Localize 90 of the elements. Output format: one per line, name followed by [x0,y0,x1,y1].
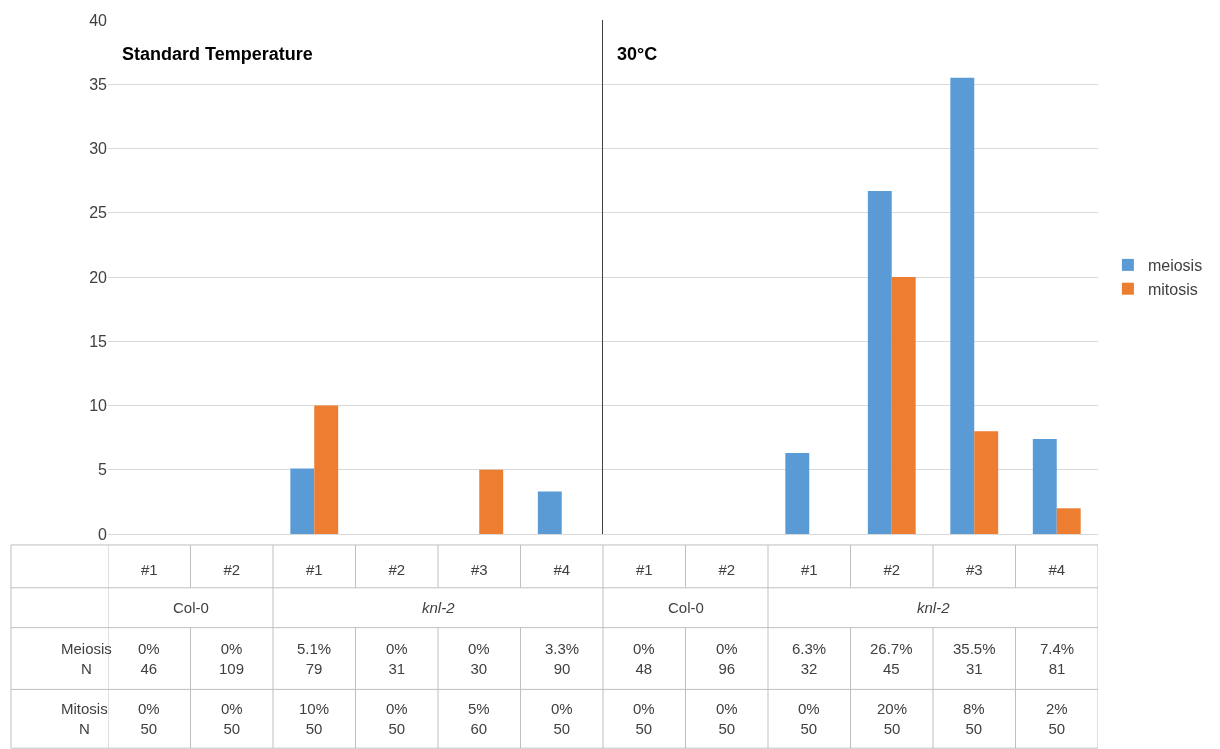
y-tick-label: 25 [89,204,108,222]
data-label: 2% [1046,700,1068,717]
data-label: 0% [221,700,243,717]
y-tick-label: 20 [89,268,108,286]
y-tick-label: 15 [89,332,108,350]
data-label: 26.7% [870,640,913,657]
text: Mitosis N [61,700,108,737]
text: 32 [800,659,818,677]
data-label: 0% [633,640,655,657]
x-tick-label: #2 [223,561,241,578]
x-tick-label: #2 [718,561,736,578]
text: 31 [965,659,983,677]
text: 90 [553,659,571,677]
data-label: 0% [716,640,738,657]
data-label: 0% [633,700,655,717]
bar [867,190,892,534]
x-tick-label: #1 [305,561,323,578]
data-label: 6.3% [792,640,827,657]
text: 81 [1048,659,1066,677]
data-label: 35.5% [953,640,996,657]
legend-label: mitosis [1147,280,1198,298]
text: 79 [305,659,323,677]
data-label: 0% [138,700,160,717]
x-tick-label: #2 [883,561,901,578]
text: 50 [718,719,736,737]
data-label: 0% [386,640,408,657]
text: 30°C [617,44,658,64]
data-label: 0% [138,640,160,657]
text: knl-2 [422,599,456,616]
text: 50 [883,719,901,737]
text: 45 [882,659,900,677]
bar [314,405,339,534]
text: 50 [800,719,818,737]
text: Col-0 [173,599,209,616]
text: 50 [388,719,406,737]
text: Standard Temperature [122,44,313,64]
text: 46 [140,659,158,677]
data-label: 10% [299,700,330,717]
x-tick-label: #3 [965,561,983,578]
text: 31 [388,659,406,677]
bar [1056,508,1081,534]
data-label: 3.3% [545,640,580,657]
y-tick-label: 5 [98,461,108,479]
y-tick-label: 35 [89,75,108,93]
text: 50 [1048,719,1066,737]
data-label: 0% [386,700,408,717]
data-label: 0% [716,700,738,717]
x-tick-label: #1 [800,561,818,578]
bar [1032,438,1057,534]
text: 48 [635,659,653,677]
legend-label: meiosis [1147,257,1203,275]
text: 50 [140,719,158,737]
x-tick-label: #4 [1048,561,1066,578]
x-tick-label: #1 [140,561,158,578]
y-tick-label: 30 [89,140,108,158]
bar [891,277,916,534]
text: 30 [470,659,488,677]
data-label: 8% [963,700,985,717]
text: 50 [965,719,983,737]
y-tick-label: 40 [89,11,108,29]
x-tick-label: #4 [553,561,571,578]
bar [785,453,810,534]
data-label: 20% [877,700,908,717]
x-tick-label: #1 [635,561,653,578]
bar [537,491,562,534]
text: 50 [223,719,241,737]
text: 96 [718,659,736,677]
x-tick-label: #3 [470,561,488,578]
y-tick-label: 10 [89,397,108,415]
text: 50 [635,719,653,737]
text: Col-0 [668,599,704,616]
data-label: 0% [468,640,490,657]
text: Meiosis N [61,640,112,677]
x-tick-label: #2 [388,561,406,578]
data-label: 5% [468,700,490,717]
y-tick-label: 0 [98,525,108,543]
text: knl-2 [917,599,951,616]
bar [290,468,315,534]
data-label: 0% [798,700,820,717]
data-label: 0% [551,700,573,717]
data-label: 5.1% [297,640,332,657]
text: 50 [305,719,323,737]
text: 109 [219,659,245,677]
bar [950,77,975,534]
text: 50 [553,719,571,737]
bar [479,469,504,534]
data-label: 0% [220,640,243,657]
bar [974,431,999,534]
text: 60 [470,719,488,737]
data-label: 7.4% [1040,640,1075,657]
